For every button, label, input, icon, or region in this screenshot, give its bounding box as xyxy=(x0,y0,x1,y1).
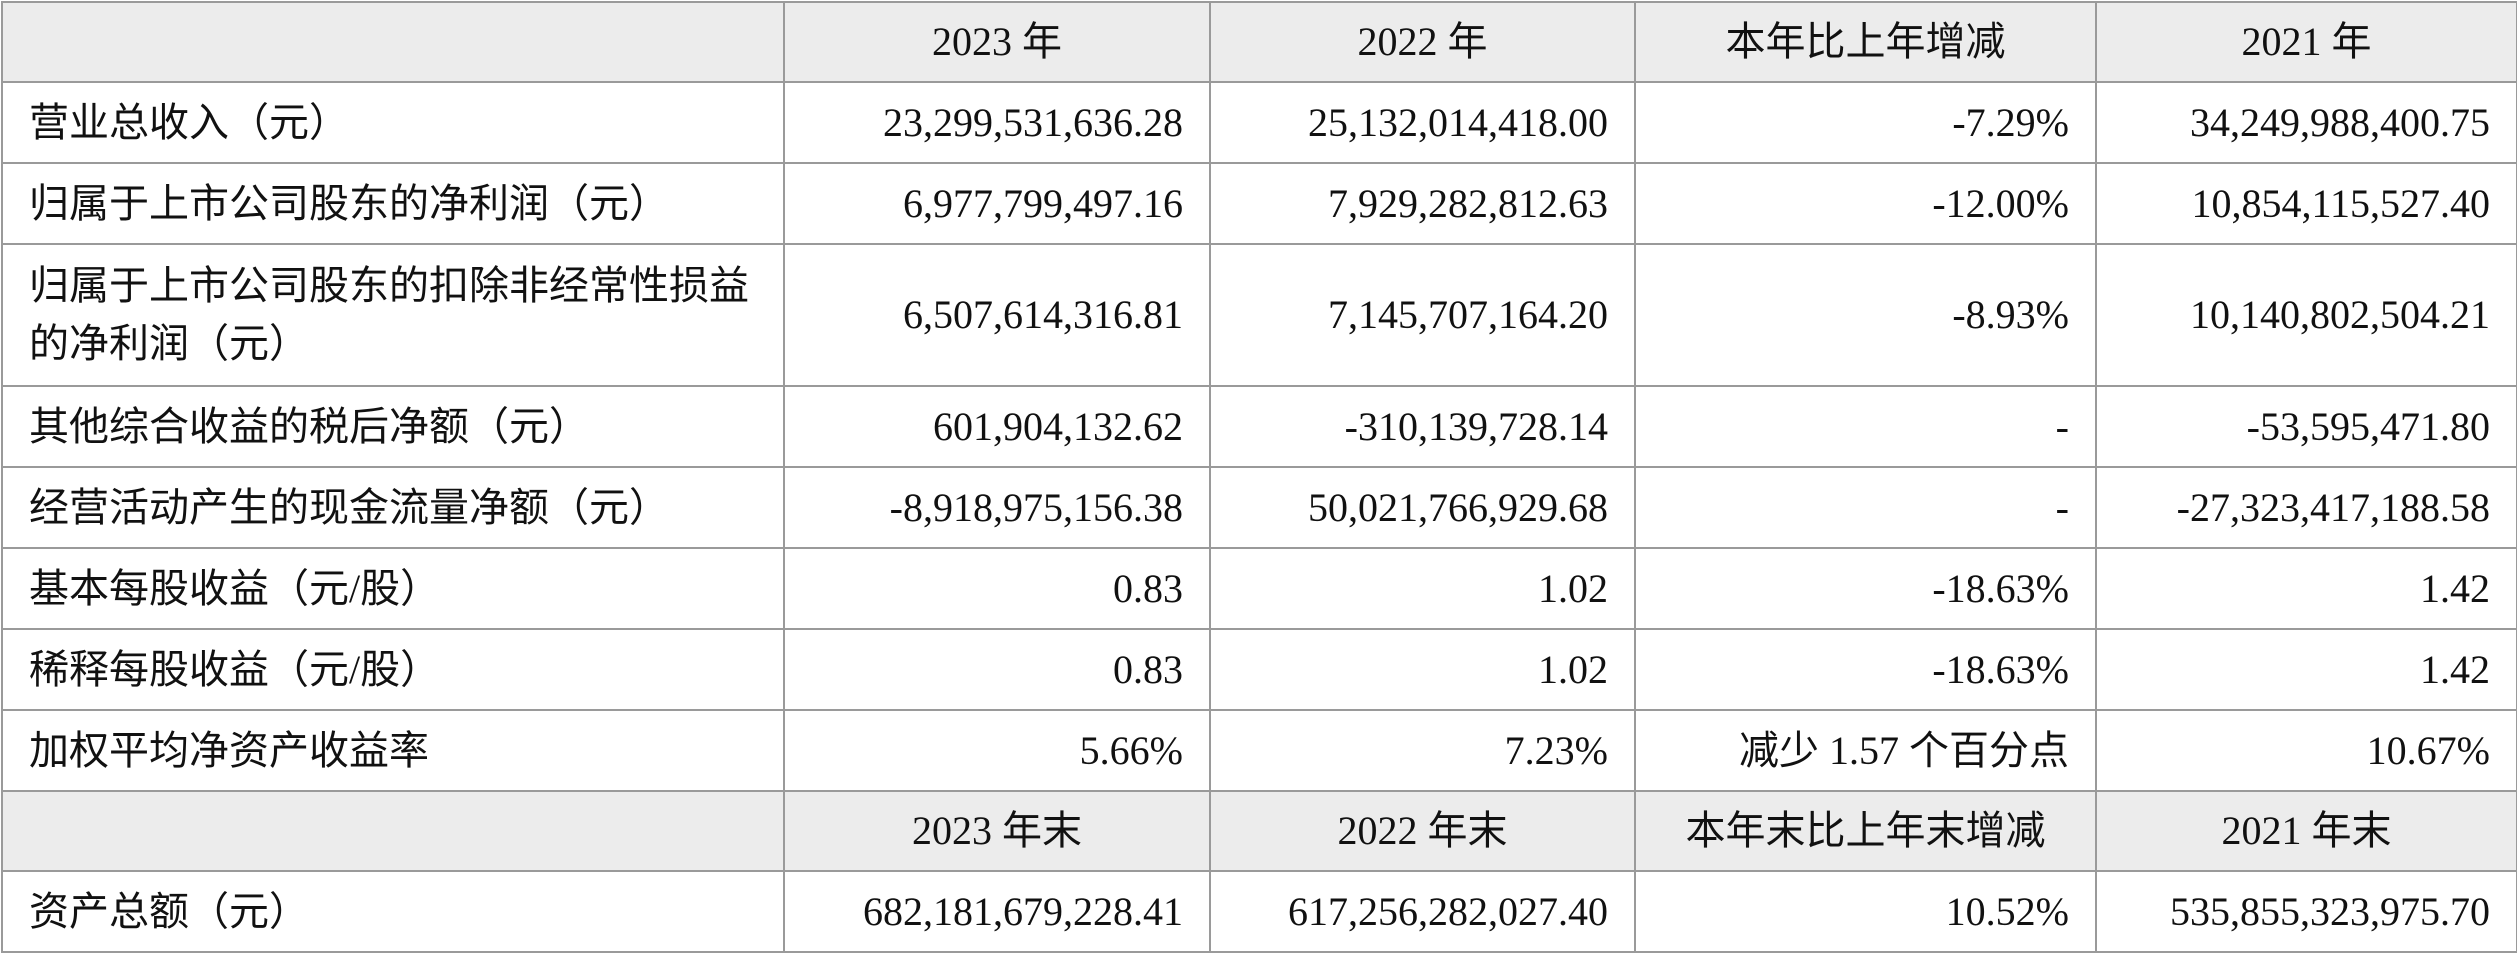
value-2021: 10,854,115,527.40 xyxy=(2095,162,2517,245)
value-2022: 617,256,282,027.40 xyxy=(1209,870,1636,953)
value-2021: 535,855,323,975.70 xyxy=(2095,870,2517,953)
value-2023: 23,299,531,636.28 xyxy=(783,81,1211,164)
subheader-cell-2022: 2022 年末 xyxy=(1209,790,1636,872)
value-2023: 6,977,799,497.16 xyxy=(783,162,1211,245)
value-2021: 1.42 xyxy=(2095,628,2517,711)
subheader-cell-change: 本年末比上年末增减 xyxy=(1634,790,2097,872)
table-subheader-row: 2023 年末 2022 年末 本年末比上年末增减 2021 年末 xyxy=(1,790,2517,872)
value-change: -8.93% xyxy=(1634,243,2097,387)
row-label: 稀释每股收益（元/股） xyxy=(1,628,785,711)
value-2021: 1.42 xyxy=(2095,547,2517,630)
row-label: 归属于上市公司股东的扣除非经常性损益的净利润（元） xyxy=(1,243,785,387)
value-2022: 7.23% xyxy=(1209,709,1636,792)
table-row: 经营活动产生的现金流量净额（元） -8,918,975,156.38 50,02… xyxy=(1,466,2517,549)
row-label: 经营活动产生的现金流量净额（元） xyxy=(1,466,785,549)
subheader-corner-cell xyxy=(1,790,785,872)
table-row: 基本每股收益（元/股） 0.83 1.02 -18.63% 1.42 xyxy=(1,547,2517,630)
table-row: 加权平均净资产收益率 5.66% 7.23% 减少 1.57 个百分点 10.6… xyxy=(1,709,2517,792)
value-2023: 6,507,614,316.81 xyxy=(783,243,1211,387)
header-cell-2023: 2023 年 xyxy=(783,1,1211,83)
row-label: 资产总额（元） xyxy=(1,870,785,953)
value-2022: 1.02 xyxy=(1209,628,1636,711)
subheader-cell-2021: 2021 年末 xyxy=(2095,790,2517,872)
subheader-cell-2023: 2023 年末 xyxy=(783,790,1211,872)
header-cell-2022: 2022 年 xyxy=(1209,1,1636,83)
value-2023: 5.66% xyxy=(783,709,1211,792)
row-label: 其他综合收益的税后净额（元） xyxy=(1,385,785,468)
table-header-row: 2023 年 2022 年 本年比上年增减 2021 年 xyxy=(1,1,2517,83)
header-cell-2021: 2021 年 xyxy=(2095,1,2517,83)
table-row: 其他综合收益的税后净额（元） 601,904,132.62 -310,139,7… xyxy=(1,385,2517,468)
value-2022: 1.02 xyxy=(1209,547,1636,630)
value-2021: -27,323,417,188.58 xyxy=(2095,466,2517,549)
value-2022: 25,132,014,418.00 xyxy=(1209,81,1636,164)
value-2021: -53,595,471.80 xyxy=(2095,385,2517,468)
table-row: 归属于上市公司股东的净利润（元） 6,977,799,497.16 7,929,… xyxy=(1,162,2517,245)
row-label: 归属于上市公司股东的净利润（元） xyxy=(1,162,785,245)
value-change: -12.00% xyxy=(1634,162,2097,245)
value-2022: 7,145,707,164.20 xyxy=(1209,243,1636,387)
value-change: -7.29% xyxy=(1634,81,2097,164)
value-change: - xyxy=(1634,466,2097,549)
value-2022: 50,021,766,929.68 xyxy=(1209,466,1636,549)
value-change: - xyxy=(1634,385,2097,468)
value-2022: -310,139,728.14 xyxy=(1209,385,1636,468)
value-2022: 7,929,282,812.63 xyxy=(1209,162,1636,245)
value-2023: 0.83 xyxy=(783,628,1211,711)
table-row: 营业总收入（元） 23,299,531,636.28 25,132,014,41… xyxy=(1,81,2517,164)
value-change: -18.63% xyxy=(1634,628,2097,711)
header-cell-change: 本年比上年增减 xyxy=(1634,1,2097,83)
value-change: -18.63% xyxy=(1634,547,2097,630)
table-row: 稀释每股收益（元/股） 0.83 1.02 -18.63% 1.42 xyxy=(1,628,2517,711)
value-2021: 10,140,802,504.21 xyxy=(2095,243,2517,387)
row-label: 加权平均净资产收益率 xyxy=(1,709,785,792)
value-2021: 10.67% xyxy=(2095,709,2517,792)
table-row: 归属于上市公司股东的扣除非经常性损益的净利润（元） 6,507,614,316.… xyxy=(1,243,2517,387)
value-change: 减少 1.57 个百分点 xyxy=(1634,709,2097,792)
value-2023: 601,904,132.62 xyxy=(783,385,1211,468)
table-row: 资产总额（元） 682,181,679,228.41 617,256,282,0… xyxy=(1,870,2517,953)
header-corner-cell xyxy=(1,1,785,83)
value-2023: 0.83 xyxy=(783,547,1211,630)
value-2021: 34,249,988,400.75 xyxy=(2095,81,2517,164)
value-2023: 682,181,679,228.41 xyxy=(783,870,1211,953)
row-label: 基本每股收益（元/股） xyxy=(1,547,785,630)
value-change: 10.52% xyxy=(1634,870,2097,953)
row-label: 营业总收入（元） xyxy=(1,81,785,164)
value-2023: -8,918,975,156.38 xyxy=(783,466,1211,549)
